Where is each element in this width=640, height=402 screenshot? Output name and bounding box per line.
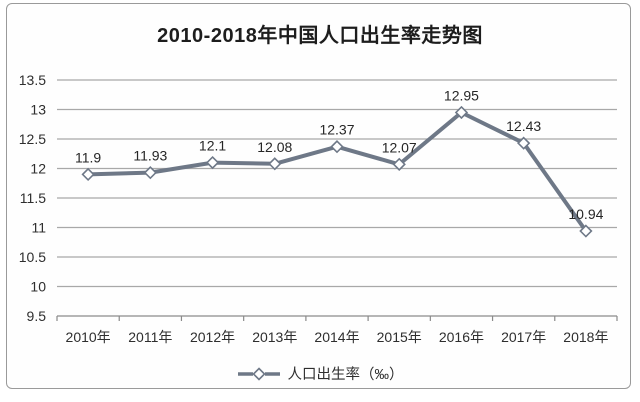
legend: 人口出生率（‰） (0, 363, 640, 384)
chart-frame (6, 3, 631, 389)
data-point-label: 12.37 (319, 122, 354, 138)
y-axis-tick-label: 12 (30, 161, 46, 177)
data-point-label: 12.08 (257, 139, 292, 155)
y-axis-tick-label: 11 (31, 220, 46, 236)
data-point-label: 12.07 (382, 139, 417, 155)
data-point-marker (330, 140, 344, 154)
y-axis-tick-label: 13 (30, 102, 46, 118)
x-axis-label: 2015年 (377, 329, 422, 345)
y-axis-tick-label: 10.5 (19, 249, 46, 265)
x-axis-label: 2017年 (501, 329, 546, 345)
y-axis-tick-label: 12.5 (19, 131, 46, 147)
x-axis-label: 2018年 (563, 329, 608, 345)
data-point-marker (454, 105, 469, 120)
data-point-label: 10.94 (568, 206, 603, 222)
data-point-label: 11.93 (133, 148, 167, 164)
x-axis-label: 2010年 (66, 329, 111, 345)
data-point-label: 12.43 (506, 118, 541, 134)
x-axis-label: 2016年 (439, 329, 484, 345)
y-axis-tick-label: 10 (30, 279, 46, 295)
data-point-marker (392, 157, 406, 172)
x-axis-label: 2012年 (190, 329, 235, 345)
x-axis-label: 2014年 (314, 329, 359, 345)
y-axis-tick-label: 13.5 (19, 72, 46, 88)
data-point-marker (143, 165, 157, 180)
x-axis-label: 2011年 (128, 329, 172, 345)
y-axis-tick-label: 11.5 (20, 190, 46, 206)
data-point-marker (81, 167, 95, 182)
legend-marker-icon (237, 366, 280, 381)
chart-title: 2010-2018年中国人口出生率走势图 (157, 25, 483, 47)
legend-label: 人口出生率（‰） (287, 367, 404, 383)
data-point-label: 11.9 (75, 149, 101, 165)
data-point-marker (579, 224, 593, 238)
x-axis-label: 2013年 (252, 329, 297, 345)
data-point-marker (205, 155, 220, 170)
y-axis-tick-label: 9.5 (27, 308, 47, 324)
data-point-label: 12.1 (199, 138, 226, 154)
data-point-marker (517, 136, 531, 150)
data-point-marker (268, 157, 282, 171)
data-point-label: 12.95 (444, 87, 479, 103)
